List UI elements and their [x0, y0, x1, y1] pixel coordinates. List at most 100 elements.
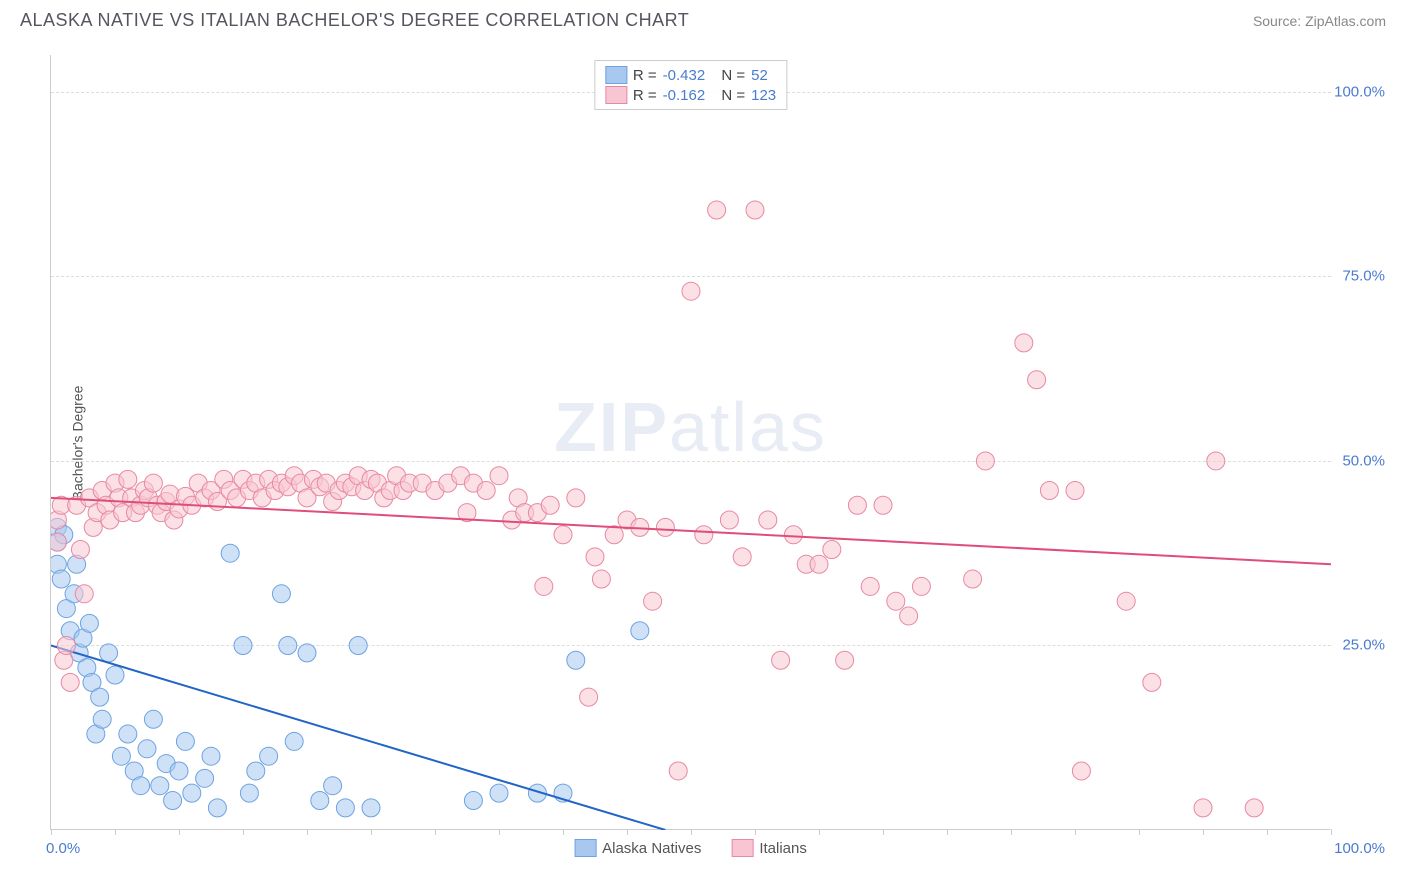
data-point: [1066, 481, 1084, 499]
data-point: [861, 577, 879, 595]
data-point: [682, 282, 700, 300]
data-point: [490, 784, 508, 802]
correlation-legend: R = -0.432 N = 52 R = -0.162 N = 123: [594, 60, 787, 110]
data-point: [100, 644, 118, 662]
data-point: [912, 577, 930, 595]
plot-area: ZIPatlas R = -0.432 N = 52 R = -0.162 N …: [50, 55, 1330, 830]
data-point: [91, 688, 109, 706]
data-point: [106, 666, 124, 684]
data-point: [535, 577, 553, 595]
data-point: [75, 585, 93, 603]
data-point: [260, 747, 278, 765]
data-point: [567, 489, 585, 507]
legend-swatch-alaska: [574, 839, 596, 857]
data-point: [51, 533, 66, 551]
data-point: [1028, 371, 1046, 389]
data-point: [247, 762, 265, 780]
data-point: [900, 607, 918, 625]
data-point: [1040, 481, 1058, 499]
y-tick-label: 75.0%: [1342, 268, 1385, 285]
data-point: [138, 740, 156, 758]
legend-r-label2: R =: [633, 87, 657, 104]
data-point: [349, 636, 367, 654]
data-point: [810, 555, 828, 573]
data-point: [234, 636, 252, 654]
data-svg: [51, 55, 1331, 830]
y-tick-label: 25.0%: [1342, 637, 1385, 654]
legend-row-1: R = -0.432 N = 52: [605, 65, 776, 85]
data-point: [631, 622, 649, 640]
data-point: [324, 777, 342, 795]
legend-label-italians: Italians: [759, 840, 807, 857]
data-point: [669, 762, 687, 780]
data-point: [119, 725, 137, 743]
data-point: [605, 526, 623, 544]
legend-item-alaska: Alaska Natives: [574, 839, 701, 857]
data-point: [964, 570, 982, 588]
data-point: [490, 467, 508, 485]
chart-header: ALASKA NATIVE VS ITALIAN BACHELOR'S DEGR…: [0, 0, 1406, 36]
data-point: [285, 732, 303, 750]
legend-n-value-1: 52: [751, 67, 768, 84]
data-point: [836, 651, 854, 669]
data-point: [1194, 799, 1212, 817]
data-point: [336, 799, 354, 817]
data-point: [144, 474, 162, 492]
legend-label-alaska: Alaska Natives: [602, 840, 701, 857]
data-point: [1072, 762, 1090, 780]
data-point: [586, 548, 604, 566]
trend-line: [51, 645, 665, 830]
data-point: [1117, 592, 1135, 610]
data-point: [112, 747, 130, 765]
data-point: [221, 544, 239, 562]
data-point: [164, 791, 182, 809]
x-tick: [1331, 829, 1332, 835]
data-point: [746, 201, 764, 219]
data-point: [57, 636, 75, 654]
y-tick-label: 100.0%: [1334, 83, 1385, 100]
legend-swatch-italians: [731, 839, 753, 857]
data-point: [554, 526, 572, 544]
legend-swatch-pink: [605, 86, 627, 104]
data-point: [80, 614, 98, 632]
data-point: [1245, 799, 1263, 817]
data-point: [976, 452, 994, 470]
data-point: [183, 784, 201, 802]
data-point: [71, 541, 89, 559]
data-point: [61, 673, 79, 691]
data-point: [196, 769, 214, 787]
chart-title: ALASKA NATIVE VS ITALIAN BACHELOR'S DEGR…: [20, 10, 689, 31]
source-name: ZipAtlas.com: [1305, 13, 1386, 29]
data-point: [541, 496, 559, 514]
data-point: [240, 784, 258, 802]
data-point: [132, 777, 150, 795]
data-point: [848, 496, 866, 514]
data-point: [93, 710, 111, 728]
data-point: [772, 651, 790, 669]
data-point: [1207, 452, 1225, 470]
data-point: [477, 481, 495, 499]
legend-n-label: N =: [721, 67, 745, 84]
data-point: [272, 585, 290, 603]
data-point: [144, 710, 162, 728]
data-point: [464, 791, 482, 809]
data-point: [1143, 673, 1161, 691]
data-point: [202, 747, 220, 765]
y-tick-label: 50.0%: [1342, 452, 1385, 469]
data-point: [580, 688, 598, 706]
data-point: [176, 732, 194, 750]
data-point: [733, 548, 751, 566]
legend-n-label2: N =: [721, 87, 745, 104]
series-legend: Alaska Natives Italians: [574, 839, 807, 857]
data-point: [208, 799, 226, 817]
legend-item-italians: Italians: [731, 839, 807, 857]
legend-row-2: R = -0.162 N = 123: [605, 85, 776, 105]
data-point: [874, 496, 892, 514]
data-point: [151, 777, 169, 795]
legend-r-value-1: -0.432: [663, 67, 706, 84]
data-point: [119, 470, 137, 488]
data-point: [720, 511, 738, 529]
data-point: [279, 636, 297, 654]
trend-line: [51, 498, 1331, 564]
data-point: [298, 644, 316, 662]
